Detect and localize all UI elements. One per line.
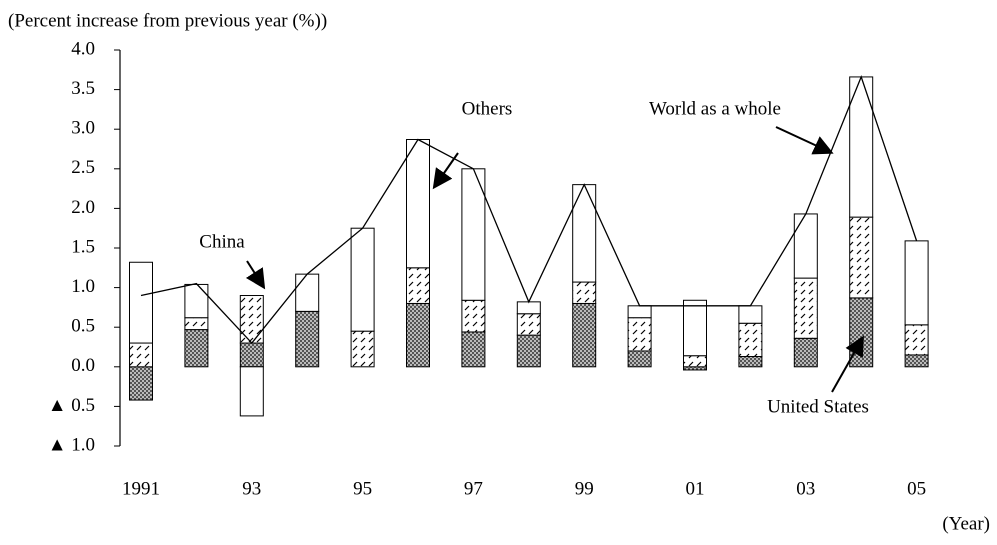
x-tick-label: 97 <box>464 478 483 499</box>
annotation: China <box>199 231 245 252</box>
bar-segment <box>129 366 153 401</box>
bar-segment <box>572 302 597 368</box>
bar-segment <box>295 310 320 368</box>
y-tick-label: ▲ 0.5 <box>48 395 95 416</box>
x-tick-label: 99 <box>575 478 594 499</box>
bar-segment <box>793 277 818 339</box>
bar-segment <box>129 342 153 368</box>
arrow <box>831 335 864 393</box>
arrow <box>245 260 266 290</box>
bar-segment <box>904 240 929 326</box>
bar-segment <box>295 273 320 312</box>
bar-segment <box>239 342 264 368</box>
bar-segment <box>184 283 209 319</box>
bar-segment <box>738 356 763 368</box>
bar-segment <box>406 302 430 368</box>
y-tick-label: 4.0 <box>71 38 95 59</box>
bar-segment <box>793 213 818 279</box>
bar-segment <box>904 324 929 356</box>
bar-segment <box>683 355 707 368</box>
y-tick-label: 2.5 <box>71 157 95 178</box>
y-tick-label: 0.0 <box>71 355 95 376</box>
annotation: United States <box>767 396 869 417</box>
arrow <box>775 126 834 155</box>
bar-segment <box>461 331 486 368</box>
y-tick-label: 1.0 <box>71 276 95 297</box>
bar-segment <box>738 305 763 324</box>
bar-segment <box>516 334 541 368</box>
y-tick-label: 2.0 <box>71 197 95 218</box>
bar-segment <box>793 337 818 368</box>
y-tick-label: 1.5 <box>71 236 95 257</box>
bar-segment <box>683 299 707 357</box>
bar-segment <box>350 330 375 368</box>
y-tick-label: ▲ 1.0 <box>48 434 95 455</box>
bar-segment <box>406 267 430 304</box>
bar-segment <box>627 317 652 352</box>
annotation: Others <box>462 98 513 119</box>
annotations: Others China World as a whole United Sta… <box>199 98 869 417</box>
x-axis-label: (Year) <box>942 513 990 534</box>
line <box>140 75 918 345</box>
y-axis-label: (Percent increase from previous year (%)… <box>8 10 327 31</box>
bar-segment <box>516 313 541 336</box>
y-tick-label: 3.0 <box>71 118 95 139</box>
bar-segment <box>627 350 652 368</box>
x-tick-label: 93 <box>242 478 261 499</box>
bar-segment <box>239 366 264 417</box>
bar-segment <box>350 227 375 332</box>
annotation: World as a whole <box>649 98 781 119</box>
bar-segment <box>129 261 153 344</box>
bar-segment <box>239 295 264 344</box>
y-tick-label: 3.5 <box>71 78 95 99</box>
bar-segment <box>904 354 929 368</box>
bar-segment <box>406 138 430 269</box>
arrow <box>432 152 459 190</box>
bar-segment <box>184 317 209 331</box>
bar-segment <box>516 301 541 315</box>
x-tick-label: 03 <box>796 478 815 499</box>
x-tick-label: 01 <box>686 478 705 499</box>
bar-segment <box>572 184 597 283</box>
bar-segment <box>184 329 209 368</box>
bar-segment <box>849 216 874 299</box>
bar-segment <box>738 322 763 358</box>
bar-segment <box>461 299 486 333</box>
x-tick-label: 95 <box>353 478 372 499</box>
x-tick-label: 05 <box>907 478 926 499</box>
bar-segment <box>627 305 652 319</box>
y-tick-label: 0.5 <box>71 316 95 337</box>
x-tick-label: 1991 <box>122 478 160 499</box>
bar-segment <box>572 281 597 304</box>
